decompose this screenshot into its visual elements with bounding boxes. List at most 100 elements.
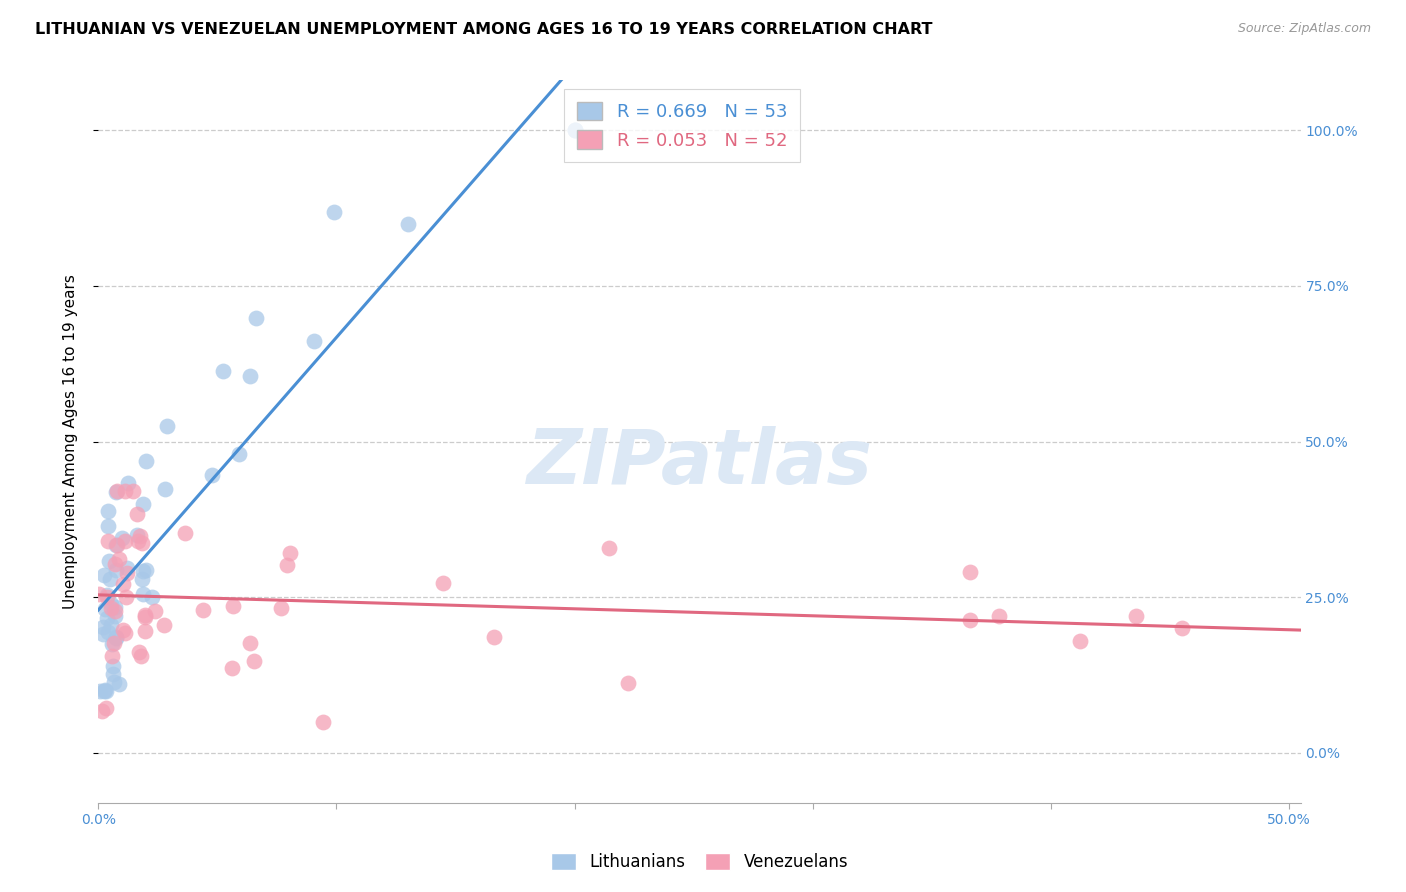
Point: [564, 123, 586, 137]
Point: [104, 630, 127, 644]
Point: [1171, 621, 1194, 635]
Point: [112, 577, 135, 591]
Point: [111, 531, 134, 545]
Point: [115, 566, 138, 580]
Point: [104, 604, 127, 618]
Point: [1069, 633, 1091, 648]
Point: [323, 204, 346, 219]
Point: [959, 565, 981, 579]
Point: [302, 334, 325, 349]
Point: [127, 534, 149, 549]
Point: [104, 631, 127, 645]
Point: [131, 536, 153, 550]
Point: [97, 519, 120, 533]
Point: [278, 546, 301, 560]
Point: [96, 591, 118, 605]
Point: [103, 675, 125, 690]
Point: [97, 624, 120, 639]
Point: [96, 611, 118, 625]
Point: [103, 636, 125, 650]
Point: [91, 704, 114, 718]
Point: [135, 454, 157, 468]
Point: [100, 597, 122, 611]
Point: [87, 587, 110, 601]
Point: [101, 648, 124, 663]
Point: [564, 123, 586, 137]
Point: [97, 553, 120, 567]
Point: [93, 568, 115, 582]
Text: LITHUANIAN VS VENEZUELAN UNEMPLOYMENT AMONG AGES 16 TO 19 YEARS CORRELATION CHAR: LITHUANIAN VS VENEZUELAN UNEMPLOYMENT AM…: [35, 22, 932, 37]
Point: [107, 677, 129, 691]
Point: [243, 654, 266, 668]
Point: [115, 561, 138, 575]
Point: [96, 588, 118, 602]
Point: [131, 572, 153, 586]
Point: [101, 667, 124, 681]
Point: [100, 618, 122, 632]
Point: [94, 701, 117, 715]
Point: [91, 620, 114, 634]
Point: [105, 539, 128, 553]
Point: [93, 683, 115, 698]
Point: [153, 618, 176, 632]
Point: [117, 476, 139, 491]
Text: Source: ZipAtlas.com: Source: ZipAtlas.com: [1237, 22, 1371, 36]
Point: [114, 534, 136, 549]
Point: [104, 563, 127, 577]
Point: [131, 649, 153, 664]
Point: [131, 586, 153, 600]
Point: [108, 552, 131, 566]
Point: [98, 572, 121, 586]
Point: [141, 590, 163, 604]
Point: [128, 645, 150, 659]
Point: [211, 364, 233, 378]
Point: [484, 630, 506, 644]
Point: [239, 369, 262, 384]
Point: [221, 660, 243, 674]
Point: [988, 609, 1011, 624]
Point: [143, 604, 166, 618]
Point: [276, 558, 298, 572]
Point: [174, 525, 197, 540]
Point: [91, 626, 114, 640]
Point: [311, 714, 333, 729]
Point: [200, 467, 222, 482]
Point: [103, 557, 125, 571]
Point: [89, 683, 111, 698]
Point: [104, 608, 127, 623]
Point: [114, 484, 136, 499]
Point: [153, 482, 176, 496]
Point: [132, 564, 155, 578]
Point: [245, 310, 267, 325]
Point: [112, 624, 135, 638]
Point: [94, 682, 117, 697]
Point: [156, 418, 179, 433]
Point: [135, 563, 157, 577]
Point: [104, 485, 127, 500]
Point: [97, 504, 120, 518]
Point: [1125, 609, 1147, 624]
Y-axis label: Unemployment Among Ages 16 to 19 years: Unemployment Among Ages 16 to 19 years: [63, 274, 77, 609]
Point: [100, 601, 122, 615]
Point: [132, 497, 155, 511]
Point: [97, 533, 120, 548]
Point: [396, 217, 419, 231]
Point: [125, 508, 148, 522]
Point: [127, 528, 149, 542]
Point: [100, 637, 122, 651]
Text: ZIPatlas: ZIPatlas: [526, 426, 873, 500]
Point: [128, 529, 150, 543]
Point: [191, 603, 214, 617]
Point: [564, 123, 586, 137]
Point: [239, 636, 262, 650]
Point: [222, 599, 245, 614]
Point: [617, 675, 640, 690]
Point: [432, 575, 454, 590]
Point: [114, 625, 136, 640]
Point: [959, 613, 981, 627]
Point: [115, 591, 138, 605]
Point: [104, 599, 127, 614]
Legend: Lithuanians, Venezuelans: Lithuanians, Venezuelans: [544, 846, 855, 878]
Point: [134, 610, 156, 624]
Point: [103, 659, 125, 673]
